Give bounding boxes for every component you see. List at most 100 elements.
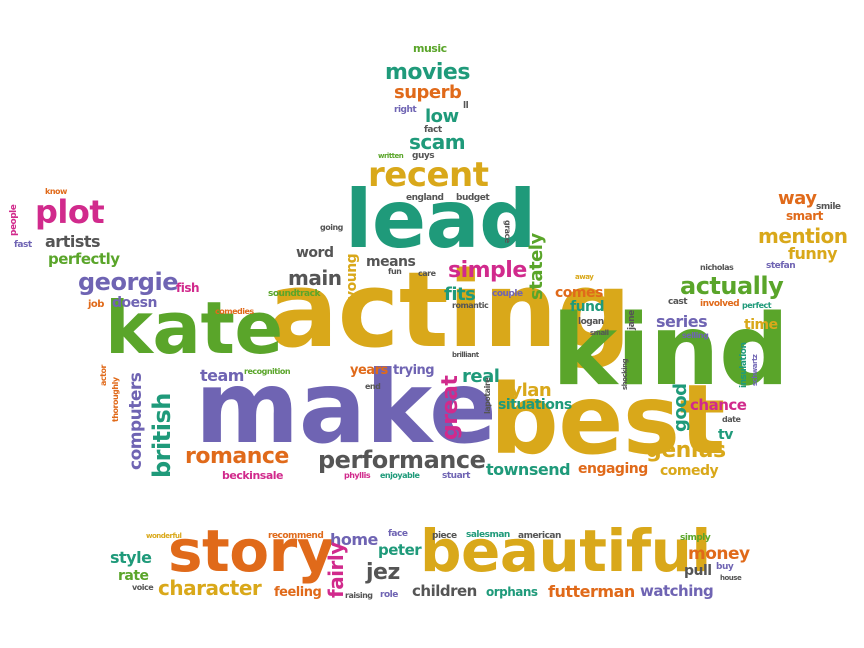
- word-care: care: [418, 269, 436, 278]
- word-best: best: [490, 364, 725, 476]
- word-jez: jez: [366, 560, 400, 585]
- word-lapotaire: lapotaire: [483, 377, 492, 414]
- word-job: job: [88, 299, 104, 310]
- word-written: written: [378, 152, 404, 160]
- word-recent: recent: [368, 155, 489, 195]
- word-fund: fund: [570, 299, 605, 315]
- word-stefan: stefan: [766, 261, 796, 271]
- word-smart: smart: [786, 209, 823, 223]
- word-shocking: shocking: [621, 358, 629, 390]
- word-years: years: [350, 363, 388, 378]
- word-piece: piece: [432, 531, 457, 541]
- word-situations: situations: [498, 397, 572, 413]
- word-know: know: [45, 187, 67, 196]
- word-good: good: [670, 383, 691, 432]
- word-make: make: [195, 349, 497, 466]
- word-dylan: dylan: [498, 380, 552, 401]
- word-home: home: [330, 530, 378, 549]
- word-face: face: [388, 529, 408, 539]
- word-doesn: doesn: [112, 295, 157, 311]
- word-comedies: comedies: [215, 307, 254, 316]
- word-feeling: feeling: [274, 585, 322, 600]
- word-orphans: orphans: [486, 585, 538, 599]
- word-actually: actually: [680, 272, 784, 300]
- word-artists: artists: [45, 232, 101, 251]
- word-comedy: comedy: [660, 463, 719, 479]
- word-insulation: insulation: [739, 342, 749, 388]
- word-simply: simply: [680, 533, 711, 543]
- word-buy: buy: [716, 562, 734, 572]
- word-engaging: engaging: [578, 461, 648, 477]
- word-guys: guys: [412, 151, 435, 161]
- word-small: small: [590, 329, 609, 337]
- word-chance: chance: [690, 396, 747, 414]
- word-american: american: [518, 531, 561, 541]
- word-jane: jane: [627, 310, 637, 330]
- word-watching: watching: [640, 582, 714, 600]
- word-ll: ll: [463, 101, 469, 111]
- word-series: series: [656, 312, 708, 331]
- word-trying: trying: [393, 363, 435, 378]
- word-perfectly: perfectly: [48, 250, 120, 268]
- word-house: house: [720, 574, 742, 582]
- word-superb: superb: [394, 82, 462, 103]
- word-time: time: [744, 317, 778, 333]
- word-team: team: [200, 366, 244, 385]
- word-schwartz: schwartz: [751, 354, 759, 386]
- word-phyllis: phyllis: [344, 471, 371, 480]
- word-young: young: [344, 253, 360, 300]
- word-kind: kind: [552, 294, 789, 408]
- word-wonderful: wonderful: [146, 532, 182, 540]
- word-simple: simple: [448, 258, 527, 283]
- word-end: end: [365, 382, 381, 391]
- word-recommend: recommend: [268, 531, 324, 541]
- word-nicholas: nicholas: [700, 263, 734, 272]
- word-fairly: fairly: [324, 542, 348, 598]
- word-money: money: [688, 544, 750, 564]
- word-mention: mention: [758, 224, 848, 248]
- word-fast: fast: [14, 240, 32, 250]
- word-funny: funny: [788, 244, 838, 263]
- word-music: music: [413, 42, 447, 55]
- word-stuart: stuart: [442, 471, 470, 481]
- word-soundtrack: soundtrack: [268, 289, 320, 299]
- word-comes: comes: [555, 285, 603, 301]
- word-fact: fact: [424, 125, 442, 135]
- word-georgie: georgie: [78, 268, 178, 296]
- word-stately: stately: [526, 233, 547, 300]
- word-way: way: [778, 188, 817, 209]
- word-computers: computers: [126, 372, 146, 470]
- word-cast: cast: [668, 297, 688, 307]
- word-real: real: [462, 366, 500, 387]
- word-selling: selling: [682, 331, 709, 340]
- word-peter: peter: [378, 541, 422, 559]
- word-plot: plot: [35, 193, 105, 231]
- word-right: right: [394, 105, 417, 115]
- word-means: means: [366, 254, 416, 270]
- word-people: people: [9, 204, 19, 236]
- word-kate: kate: [105, 286, 283, 370]
- word-budget: budget: [456, 193, 490, 203]
- word-going: going: [320, 223, 343, 232]
- word-enjoyable: enjoyable: [380, 471, 420, 480]
- word-couple: couple: [492, 289, 523, 299]
- word-perfect: perfect: [742, 301, 772, 310]
- word-main: main: [288, 266, 342, 290]
- word-style: style: [110, 548, 152, 567]
- word-children: children: [412, 582, 477, 600]
- word-logan: logan: [578, 317, 604, 327]
- word-voice: voice: [132, 583, 154, 592]
- word-salesman: salesman: [466, 530, 510, 540]
- word-recognition: recognition: [244, 367, 291, 376]
- word-romantic: romantic: [452, 301, 489, 310]
- word-date: date: [722, 415, 741, 424]
- word-character: character: [158, 576, 262, 600]
- word-away: away: [575, 273, 594, 281]
- word-tv: tv: [718, 427, 733, 443]
- word-british: british: [148, 393, 176, 478]
- word-fun: fun: [388, 267, 402, 276]
- word-brilliant: brilliant: [452, 351, 479, 359]
- word-scam: scam: [409, 130, 466, 154]
- word-england: england: [406, 193, 444, 203]
